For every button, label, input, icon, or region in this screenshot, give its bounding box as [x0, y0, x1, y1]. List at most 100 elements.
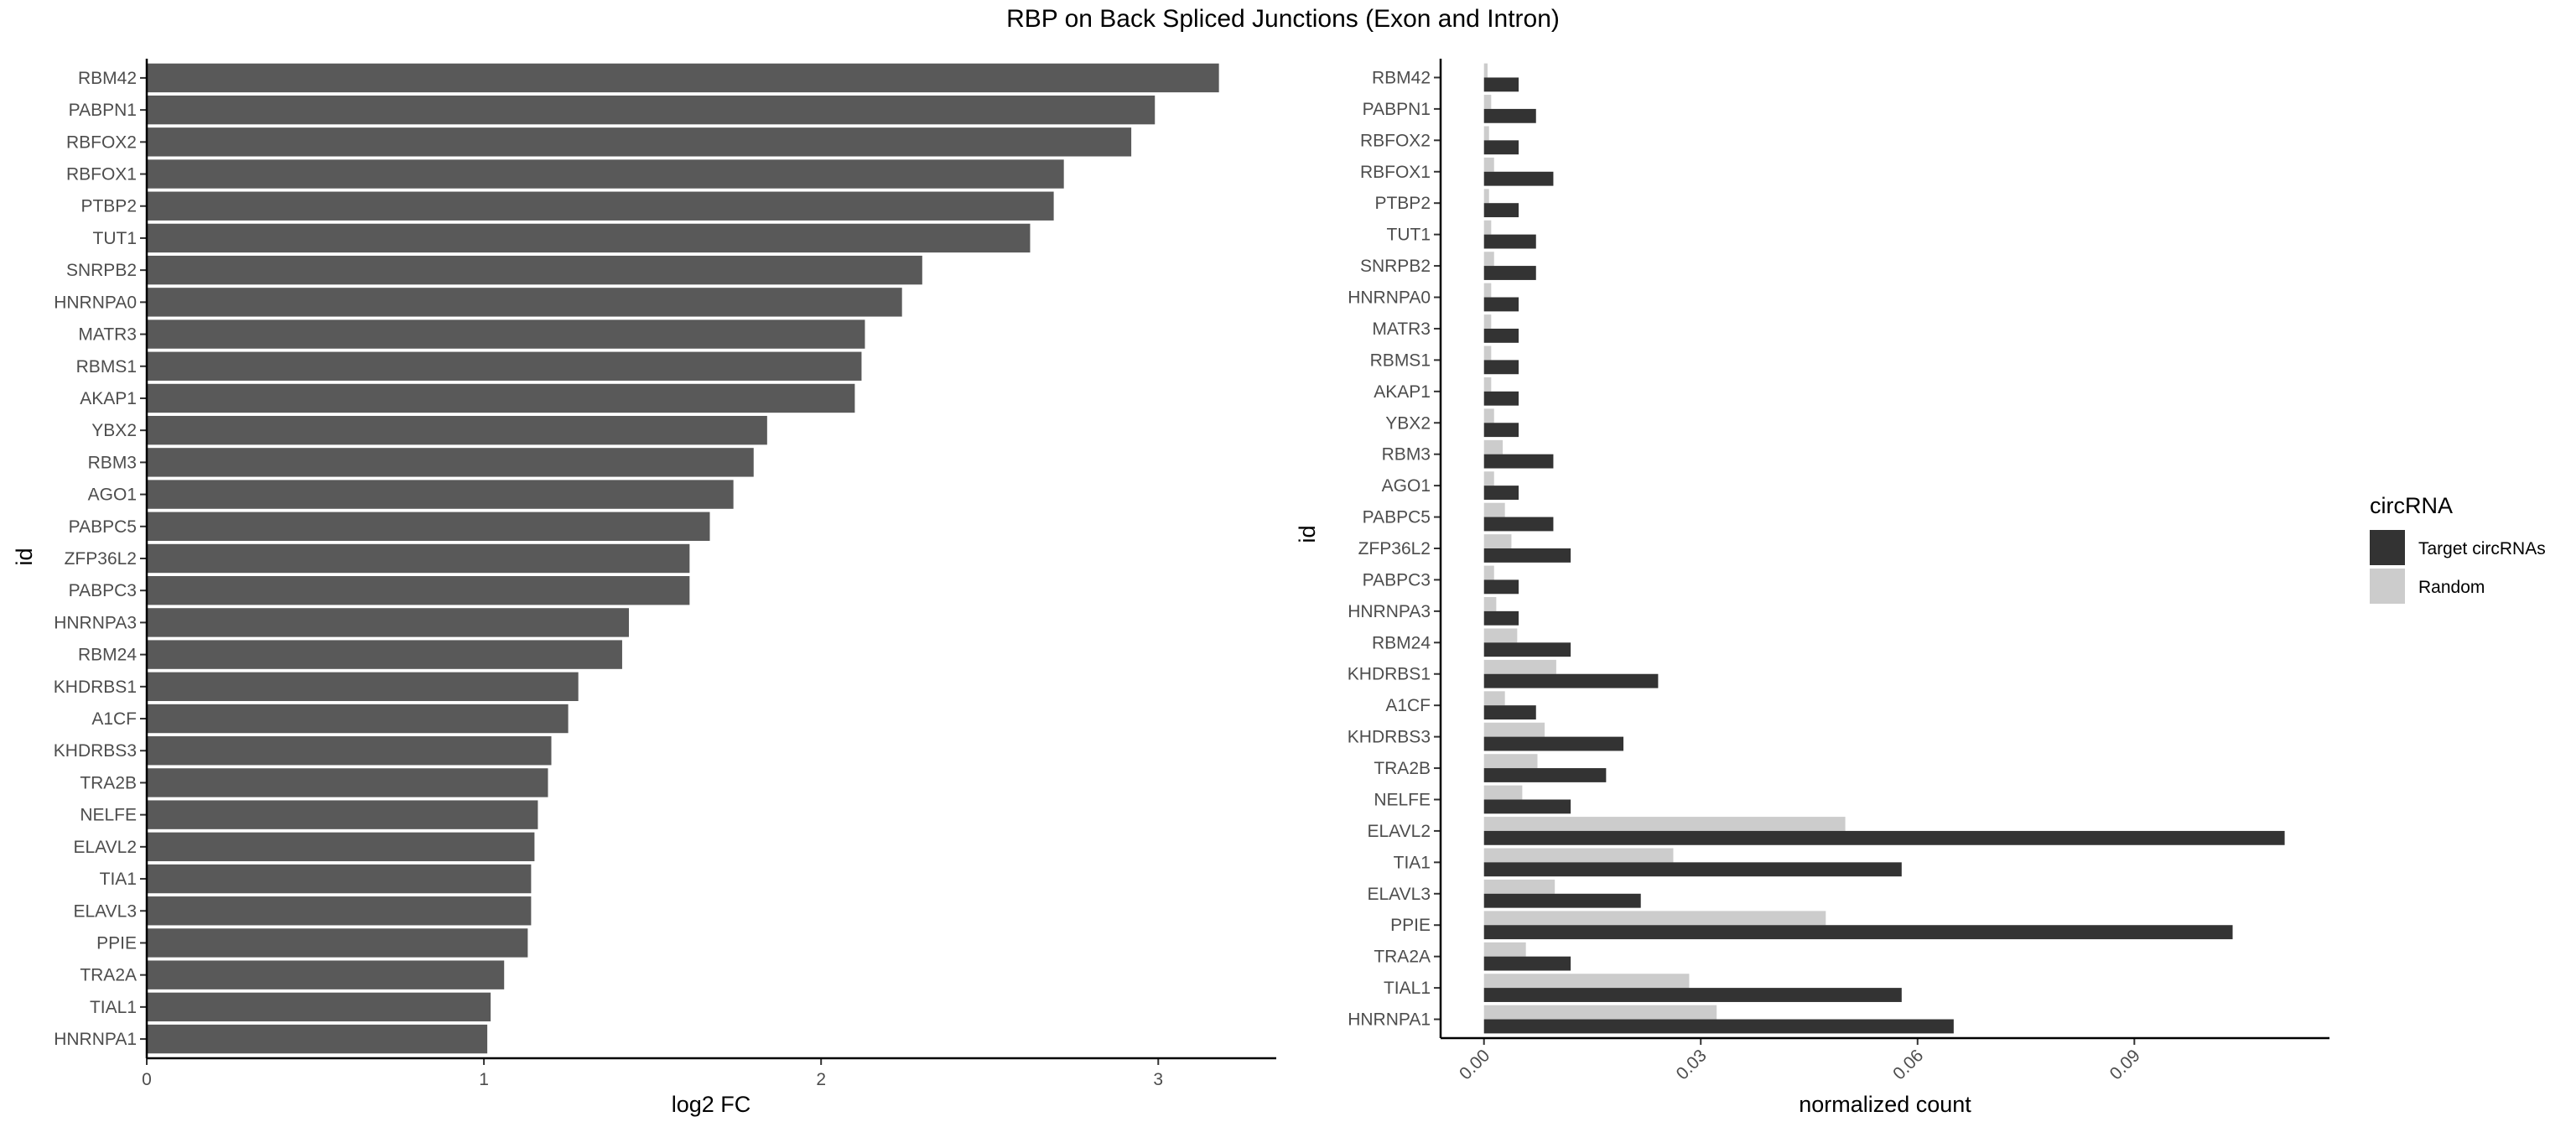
left-bar: [147, 512, 710, 541]
left-y-tick-label: SNRPB2: [66, 261, 137, 280]
right-bar-target: [1483, 1019, 1954, 1034]
right-bar-random: [1483, 691, 1505, 706]
right-bar-target: [1483, 705, 1536, 720]
left-bar: [147, 992, 491, 1022]
right-y-tick-label: AGO1: [1382, 476, 1431, 496]
left-bar: [147, 319, 865, 349]
right-panel: id normalized count RBM42 PABPN1 RBFOX2 RBF…: [1295, 59, 2329, 1117]
right-y-axis-title: id: [1295, 525, 1320, 543]
right-bar-random: [1483, 377, 1492, 392]
legend-swatch-target: [2370, 530, 2405, 565]
left-bar: [147, 95, 1156, 125]
left-y-tick-label: RBFOX1: [66, 165, 137, 184]
right-bar-random: [1483, 911, 1826, 926]
left-bar: [147, 351, 862, 381]
left-y-tick-label: ELAVL2: [74, 838, 138, 857]
left-x-axis-title: log2 FC: [672, 1092, 751, 1117]
right-bar-target: [1483, 736, 1624, 751]
right-bar-random: [1483, 283, 1492, 298]
left-bar: [147, 255, 922, 285]
left-bar: [147, 960, 505, 989]
left-bar: [147, 704, 569, 734]
right-bar-target: [1483, 642, 1571, 657]
right-bar-target: [1483, 171, 1554, 186]
left-y-tick-label: RBM3: [88, 453, 137, 472]
right-bar-random: [1483, 817, 1846, 831]
left-bar: [147, 832, 535, 862]
left-y-tick-label: RBMS1: [76, 357, 137, 377]
right-bar-random: [1483, 439, 1504, 454]
left-y-tick-label: PABPC5: [69, 517, 137, 537]
right-x-tick-label: 0.03: [1673, 1046, 1711, 1083]
left-bar: [147, 191, 1054, 221]
right-bar-random: [1483, 534, 1512, 548]
right-bar-target: [1483, 956, 1571, 971]
right-x-tick-label: 0.06: [1889, 1046, 1927, 1083]
left-bar: [147, 448, 754, 477]
left-y-tick-label: AGO1: [88, 486, 137, 505]
left-y-tick-label: HNRNPA3: [54, 613, 137, 632]
right-y-tick-label: TUT1: [1387, 226, 1431, 245]
legend-label-target: Target circRNAs: [2418, 539, 2546, 558]
right-y-tick-label: TIAL1: [1384, 979, 1431, 998]
left-y-tick-label: RBFOX2: [66, 132, 137, 152]
right-y-tick-label: ELAVL3: [1368, 885, 1431, 904]
left-bar: [147, 768, 548, 797]
right-bar-random: [1483, 879, 1555, 894]
right-bar-random: [1483, 848, 1674, 863]
right-bar-target: [1483, 140, 1519, 155]
left-x-tick-label: 3: [1153, 1070, 1163, 1089]
right-bar-random: [1483, 502, 1505, 517]
left-bar: [147, 608, 629, 637]
left-bars: [147, 63, 1219, 1054]
right-bar-target: [1483, 673, 1659, 688]
right-y-tick-label: RBFOX2: [1360, 131, 1431, 150]
left-bar: [147, 543, 690, 574]
right-y-tick-label: RBM24: [1372, 633, 1431, 652]
left-y-tick-label: TIA1: [100, 870, 137, 889]
right-bar-target: [1483, 486, 1519, 500]
right-y-tick-label: ZFP36L2: [1358, 539, 1431, 558]
right-bar-random: [1483, 754, 1538, 769]
right-y-tick-label: TRA2A: [1374, 948, 1431, 967]
right-y-tick-label: RBFOX1: [1360, 163, 1431, 182]
right-bar-target: [1483, 328, 1519, 343]
right-y-tick-label: NELFE: [1374, 790, 1431, 809]
left-bar: [147, 1024, 488, 1054]
left-y-tick-label: PPIE: [96, 933, 137, 953]
left-y-tick-label: NELFE: [80, 806, 137, 825]
left-y-tick-label: RBM24: [78, 646, 137, 665]
right-bar-target: [1483, 203, 1519, 218]
right-bar-random: [1483, 628, 1518, 643]
right-bar-target: [1483, 610, 1519, 626]
right-y-tick-label: RBMS1: [1370, 351, 1431, 370]
legend-title: circRNA: [2370, 493, 2453, 518]
right-bar-target: [1483, 768, 1607, 782]
right-x-tick-label: 0.00: [1456, 1046, 1493, 1083]
legend: circRNA Target circRNAs Random: [2370, 493, 2546, 604]
left-y-tick-label: RBM42: [78, 69, 137, 88]
left-y-tick-label: KHDRBS1: [54, 678, 137, 697]
left-bar: [147, 63, 1219, 93]
left-y-tick-label: KHDRBS3: [54, 741, 137, 761]
right-bar-target: [1483, 77, 1519, 92]
left-bar: [147, 672, 579, 702]
right-y-tick-label: HNRNPA1: [1348, 1010, 1431, 1030]
left-y-tick-label: A1CF: [91, 709, 137, 729]
right-x-tick-label: 0.09: [2106, 1046, 2144, 1083]
left-bar: [147, 736, 552, 766]
right-bar-target: [1483, 517, 1554, 532]
left-bar: [147, 928, 528, 958]
left-bar: [147, 415, 767, 445]
left-panel: id log2 FC RBM42 PABPN1 RBFOX2 RBFOX1 PTBP2 T…: [12, 59, 1276, 1117]
right-y-tick-label: KHDRBS1: [1348, 665, 1431, 684]
left-bar: [147, 383, 855, 413]
right-bar-target: [1483, 391, 1519, 406]
left-y-tick-label: PTBP2: [80, 197, 137, 216]
right-bar-random: [1483, 157, 1494, 172]
left-x-tick-label: 1: [479, 1070, 489, 1089]
right-bar-random: [1483, 942, 1526, 957]
right-bar-random: [1483, 220, 1492, 235]
legend-label-random: Random: [2418, 578, 2485, 597]
